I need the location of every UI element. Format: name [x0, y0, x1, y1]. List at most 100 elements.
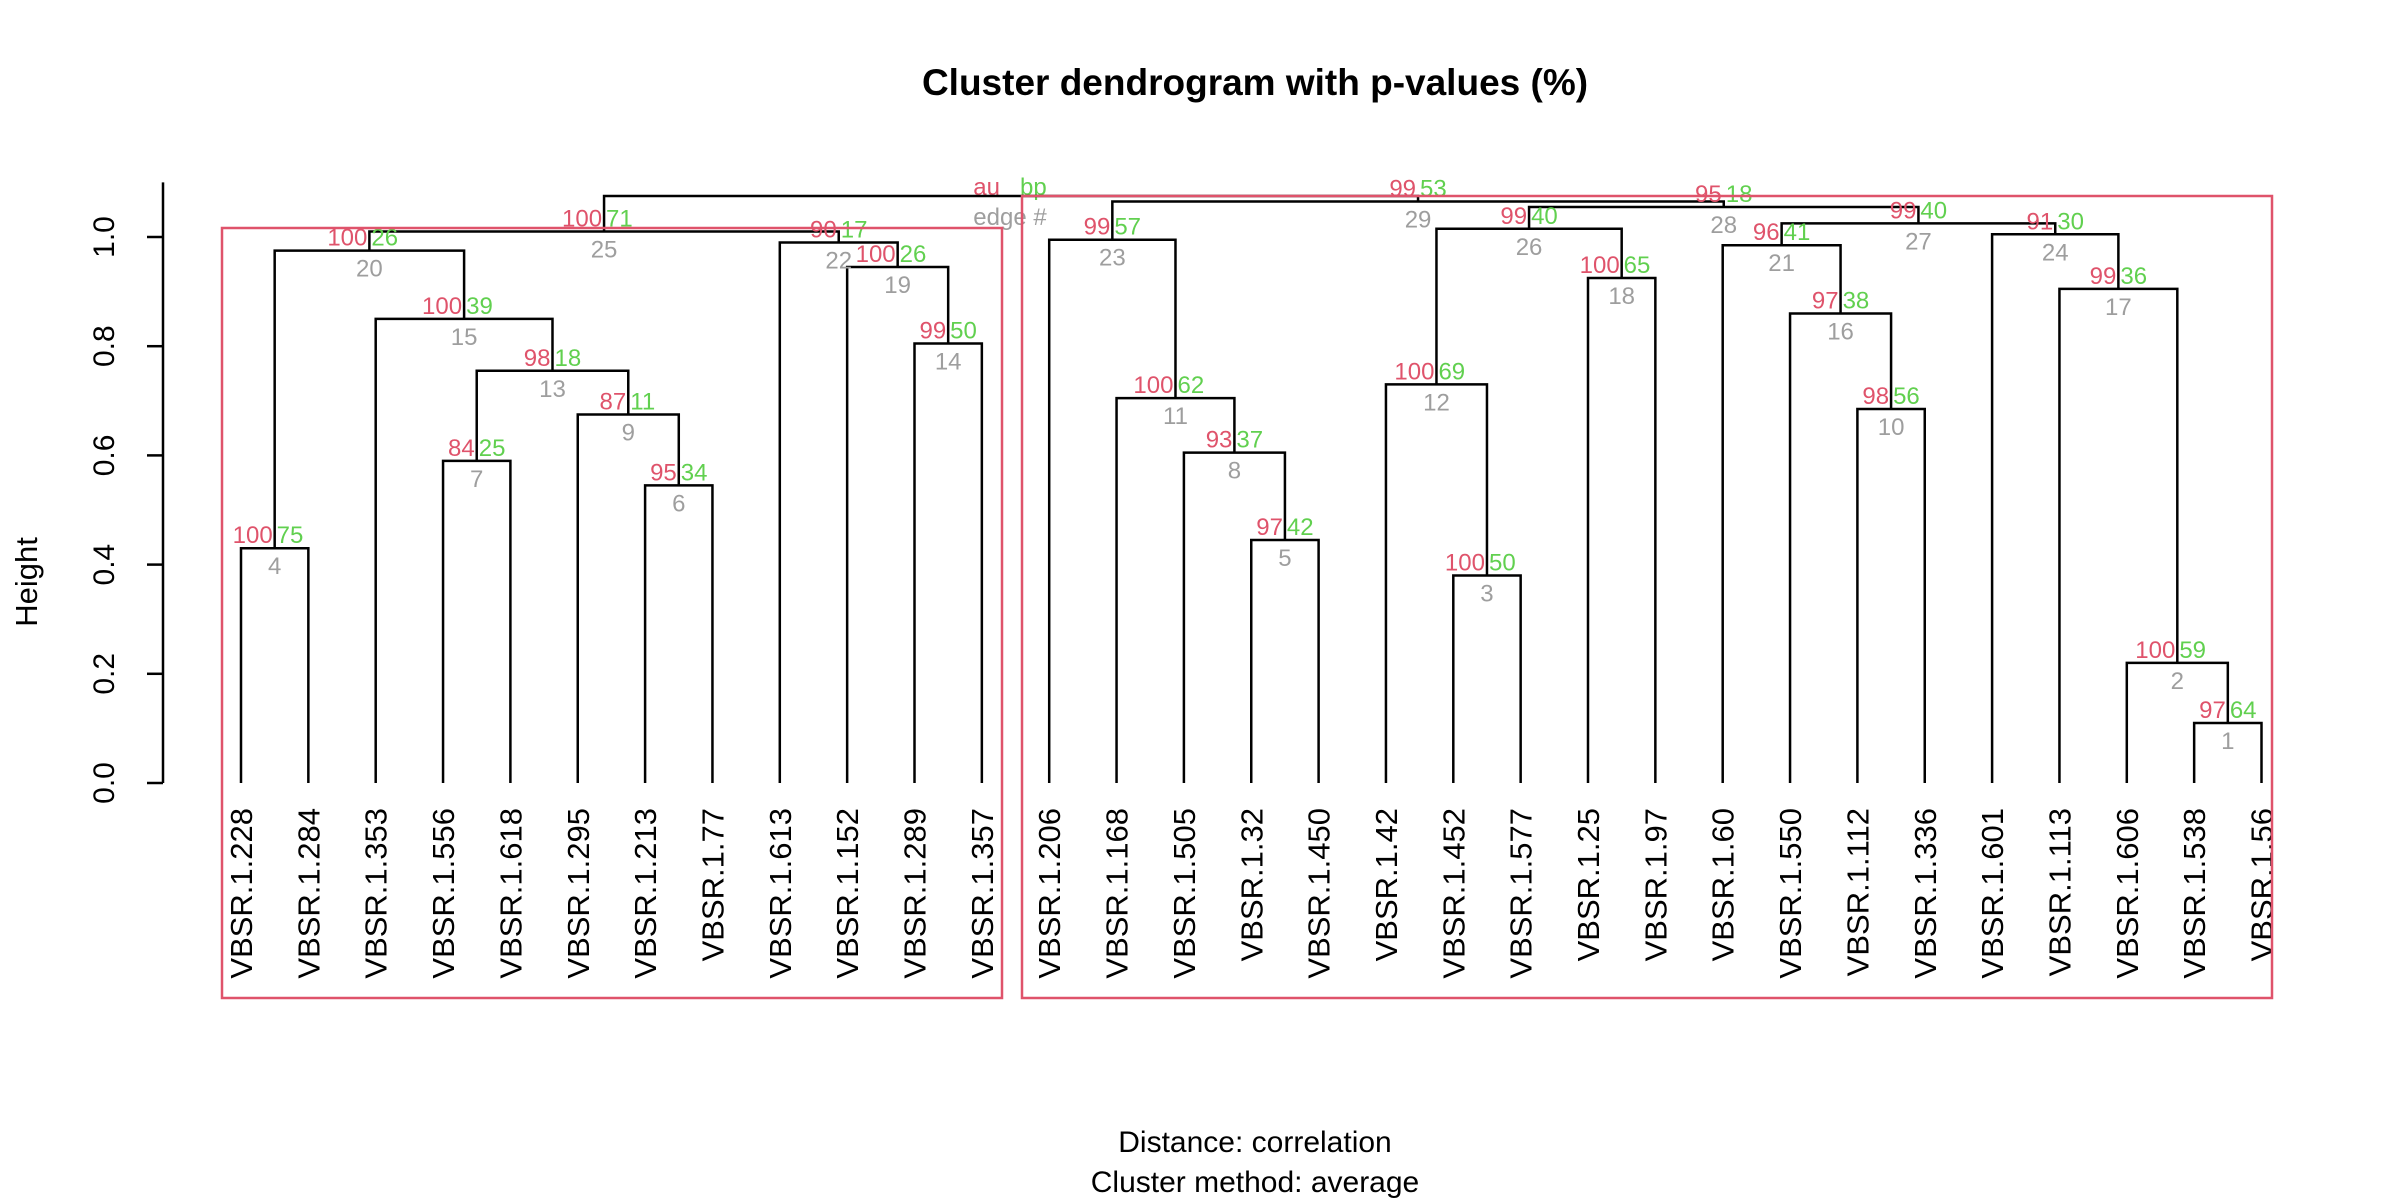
- bp-value: 62: [1177, 372, 1204, 399]
- bp-value: 42: [1287, 514, 1314, 541]
- au-value: 100: [1133, 372, 1173, 399]
- au-value: 100: [422, 293, 462, 320]
- y-tick-label: 0.6: [88, 435, 121, 477]
- edge-number: 16: [1827, 318, 1854, 345]
- au-value: 100: [1445, 550, 1485, 577]
- au-value: 84: [448, 435, 475, 462]
- edge-number: 17: [2105, 294, 2132, 321]
- edge-number: 28: [1710, 212, 1737, 239]
- au-value: 95: [1695, 181, 1722, 208]
- chart-title: Cluster dendrogram with p-values (%): [922, 62, 1588, 103]
- leaf-label: VBSR.1.505: [1167, 808, 1202, 979]
- bp-value: 75: [277, 522, 304, 549]
- legend: au bp edge #: [973, 174, 1047, 231]
- legend-edge: edge #: [973, 204, 1047, 231]
- method-label: Cluster method: average: [1091, 1166, 1420, 1199]
- bp-value: 26: [900, 241, 927, 268]
- leaf-label: VBSR.1.112: [1840, 808, 1875, 976]
- bp-value: 38: [1843, 287, 1870, 314]
- au-value: 100: [2135, 637, 2175, 664]
- leaf-label: VBSR.1.613: [763, 808, 798, 979]
- edge-number: 6: [672, 490, 685, 517]
- edge-number: 29: [1405, 207, 1432, 234]
- merge-18: [1586, 276, 1657, 783]
- leaf-label: VBSR.1.452: [1436, 808, 1471, 979]
- bp-value: 53: [1420, 176, 1447, 203]
- bp-value: 59: [2179, 637, 2206, 664]
- bp-value: 41: [1784, 219, 1811, 246]
- edge-number: 9: [622, 419, 635, 446]
- edge-number: 7: [470, 466, 483, 493]
- leaf-label: VBSR.1.538: [2177, 808, 2212, 979]
- au-value: 100: [1580, 252, 1620, 279]
- merge-12: [1384, 383, 1489, 783]
- merge-23: [1047, 238, 1177, 783]
- au-value: 98: [1862, 383, 1889, 410]
- leaf-label: VBSR.1.289: [898, 808, 933, 979]
- au-value: 96: [1753, 219, 1780, 246]
- edge-number: 27: [1905, 228, 1932, 255]
- leaf-label: VBSR.1.77: [695, 808, 730, 961]
- leaf-label: VBSR.1.550: [1773, 808, 1808, 979]
- leaf-label: VBSR.1.357: [965, 808, 1000, 979]
- y-tick-label: 0.8: [88, 325, 121, 367]
- bp-value: 50: [1489, 550, 1516, 577]
- y-axis: 0.0 0.2 0.4 0.6 0.8 1.0: [88, 182, 165, 804]
- au-value: 93: [1206, 427, 1233, 454]
- leaf-label: VBSR.1.25: [1571, 808, 1606, 961]
- au-value: 99: [1389, 176, 1416, 203]
- leaf-label: VBSR.1.577: [1504, 808, 1539, 979]
- leaf-label: VBSR.1.206: [1032, 808, 1067, 979]
- edge-number: 11: [1163, 403, 1188, 430]
- y-tick-label: 0.2: [88, 653, 121, 695]
- au-value: 99: [919, 317, 946, 344]
- bp-value: 11: [630, 388, 655, 415]
- au-value: 95: [650, 459, 677, 486]
- au-value: 100: [856, 241, 896, 268]
- leaf-labels: VBSR.1.228 VBSR.1.284 VBSR.1.353 VBSR.1.556…: [224, 808, 2280, 979]
- edge-number: 19: [884, 272, 911, 299]
- merge-17: [2058, 287, 2179, 783]
- edge-number: 12: [1423, 389, 1450, 416]
- bp-value: 65: [1624, 252, 1651, 279]
- edge-number: 4: [268, 553, 281, 580]
- edge-number: 26: [1516, 234, 1543, 261]
- leaf-label: VBSR.1.450: [1302, 808, 1337, 979]
- cluster-box-2: [1020, 194, 2274, 1000]
- bp-value: 37: [1236, 427, 1263, 454]
- edge-number: 15: [451, 324, 478, 351]
- merge-30: [602, 194, 1420, 232]
- cluster-highlights: [220, 194, 2274, 1000]
- au-value: 87: [600, 388, 627, 415]
- leaf-label: VBSR.1.213: [628, 808, 663, 979]
- y-axis-label: Height: [9, 537, 44, 627]
- au-value: 97: [2199, 697, 2226, 724]
- bp-value: 18: [1726, 181, 1753, 208]
- au-value: 100: [233, 522, 273, 549]
- edge-number: 10: [1878, 414, 1905, 441]
- bp-value: 36: [2120, 263, 2147, 290]
- edge-number: 23: [1099, 245, 1126, 272]
- edge-number: 20: [356, 256, 383, 283]
- leaf-label: VBSR.1.56: [2245, 808, 2280, 961]
- merge-8: [1182, 451, 1287, 783]
- edge-number: 25: [591, 237, 618, 264]
- leaf-label: VBSR.1.97: [1638, 808, 1673, 961]
- leaf-label: VBSR.1.113: [2042, 808, 2077, 976]
- edge-number: 14: [935, 348, 962, 375]
- bp-value: 18: [554, 345, 581, 372]
- merge-21: [1721, 243, 1842, 783]
- bp-value: 57: [1114, 214, 1141, 241]
- au-value: 99: [2090, 263, 2117, 290]
- merge-7: [441, 459, 512, 783]
- leaf-label: VBSR.1.32: [1234, 808, 1269, 961]
- edge-number: 21: [1768, 250, 1795, 277]
- bp-value: 30: [2057, 208, 2084, 235]
- merge-5: [1250, 538, 1320, 783]
- merge-10: [1856, 407, 1926, 783]
- y-tick-label: 1.0: [88, 216, 121, 258]
- y-tick-label: 0.4: [88, 544, 121, 586]
- au-value: 90: [810, 216, 837, 243]
